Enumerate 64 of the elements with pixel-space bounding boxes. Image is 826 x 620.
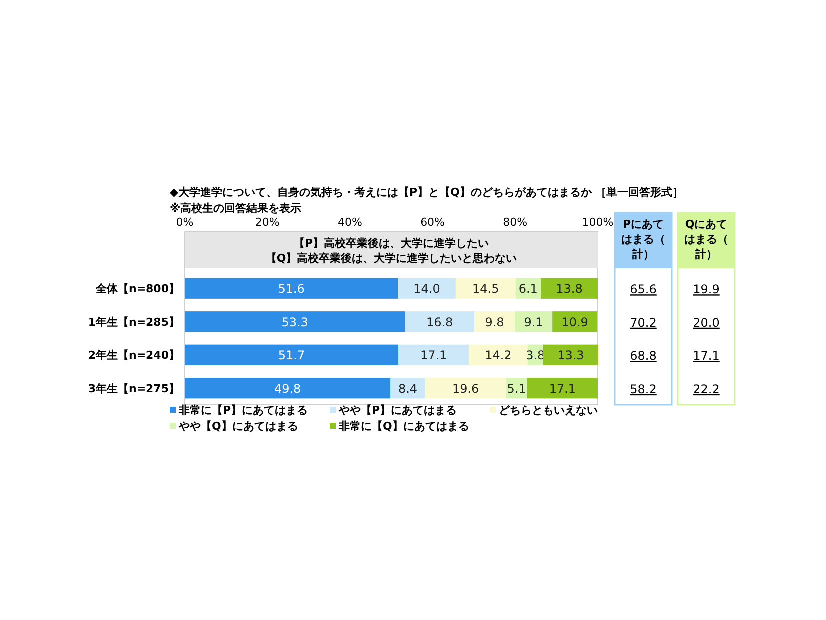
bar <box>474 312 515 332</box>
bar <box>390 378 426 399</box>
bar <box>398 344 470 366</box>
legend-label: 非常に【Q】にあてはまる <box>338 420 470 433</box>
data-label: 13.3 <box>558 348 584 363</box>
y-tick-label: 1年生【n=285】 <box>88 316 180 329</box>
chart-title: ◆大学進学について、自身の気持ち・考えには【P】と【Q】のどちらがあてはまるか ［単一回答形式］ <box>170 186 684 199</box>
x-tick-label: 0% <box>176 216 194 229</box>
data-label: 9.1 <box>524 315 544 330</box>
bar <box>543 344 598 366</box>
bar <box>425 378 506 399</box>
y-tick-label: 全体【n=800】 <box>94 282 180 296</box>
text: Pにあてはまる（計） <box>622 218 666 261</box>
data-label: 19.6 <box>452 382 480 396</box>
text: 17.1 <box>693 349 720 364</box>
bar <box>456 278 516 299</box>
data-label: 49.8 <box>274 382 302 396</box>
data-label: 14.0 <box>414 282 440 296</box>
bar <box>541 278 598 299</box>
bar <box>514 312 553 332</box>
text: 22.2 <box>693 382 720 396</box>
legend-label: やや【P】にあてはまる <box>338 404 458 417</box>
text: 【Q】高校卒業後は、大学に進学したいと思わない <box>266 252 518 265</box>
x-tick-label: 100% <box>582 216 614 229</box>
data-label: 16.8 <box>426 315 454 330</box>
data-label: 17.1 <box>420 348 448 363</box>
text: 【P】高校卒業後は、大学に進学したい <box>294 237 490 250</box>
legend-label: やや【Q】にあてはまる <box>178 420 298 433</box>
data-label: 6.1 <box>518 282 538 296</box>
text: 68.8 <box>630 349 657 364</box>
data-label: 17.1 <box>549 382 576 396</box>
bar <box>185 344 399 366</box>
legend-label: どちらともいえない <box>499 404 598 417</box>
x-tick-label: 60% <box>420 216 446 229</box>
chart-subtitle: ※高校生の回答結果を表示 <box>170 202 302 215</box>
data-label: 8.4 <box>398 382 418 396</box>
data-label: 9.8 <box>485 315 504 330</box>
data-label: 10.9 <box>562 315 588 330</box>
bar <box>185 378 391 399</box>
bar <box>405 312 475 332</box>
y-tick-label: 2年生【n=240】 <box>88 349 180 362</box>
data-label: 13.8 <box>556 282 583 296</box>
data-label: 53.3 <box>282 315 308 330</box>
text: 19.9 <box>693 282 720 297</box>
data-label: 51.6 <box>278 282 305 296</box>
y-tick-label: 3年生【n=275】 <box>88 382 180 396</box>
text: Qにあてはまる（計） <box>684 218 728 261</box>
text: 58.2 <box>630 382 657 396</box>
bar <box>527 378 598 399</box>
text: 70.2 <box>630 316 657 330</box>
bar <box>398 278 456 299</box>
x-tick-label: 80% <box>503 216 528 229</box>
legend-label: 非常に【P】にあてはまる <box>178 404 308 417</box>
data-label: 14.5 <box>472 282 500 296</box>
text: 20.0 <box>693 316 720 330</box>
data-label: 51.7 <box>278 348 306 363</box>
bar <box>185 312 406 332</box>
bar <box>185 278 398 299</box>
bar <box>469 344 528 366</box>
x-tick-label: 40% <box>338 216 362 229</box>
data-label: 14.2 <box>485 348 512 363</box>
data-label: 5.1 <box>507 382 526 396</box>
x-tick-label: 20% <box>255 216 280 229</box>
text: 65.6 <box>630 282 657 297</box>
